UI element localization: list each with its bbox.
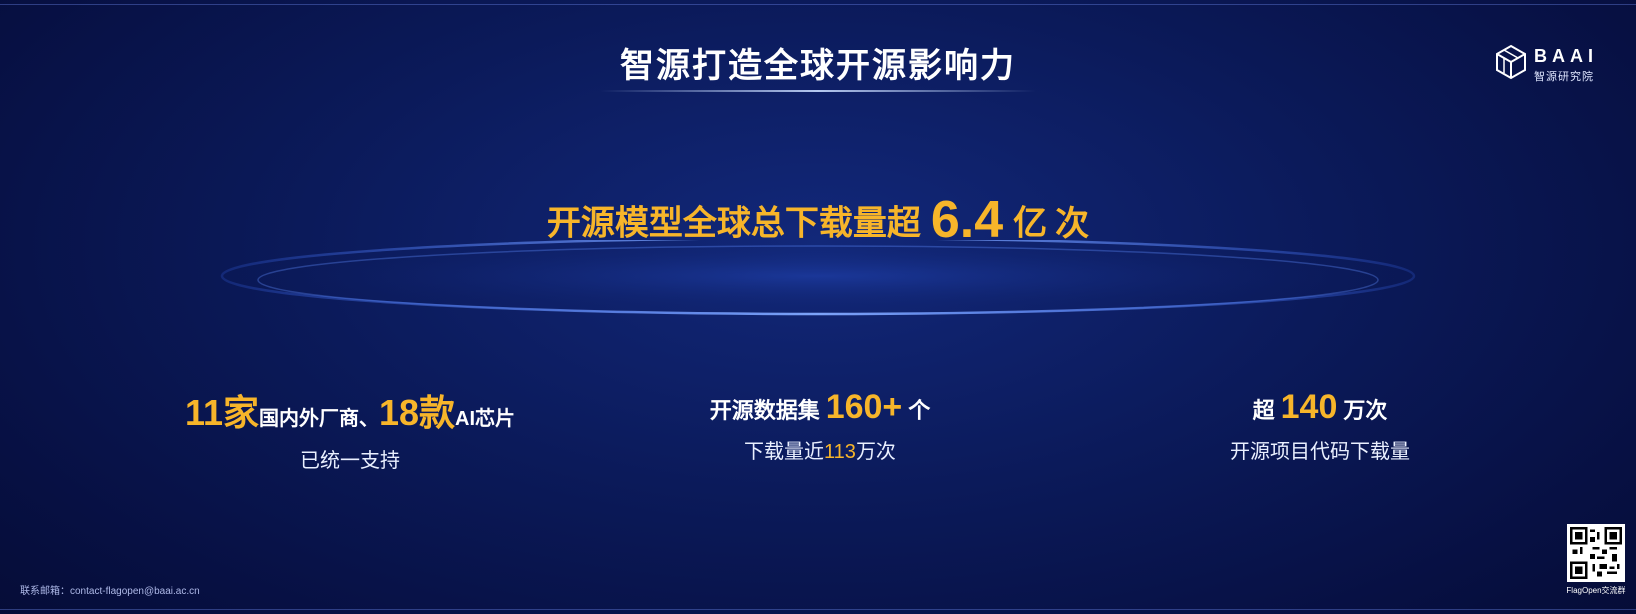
stat-chip-support-caption: 已统一支持 — [300, 450, 400, 472]
qr-code-icon — [1567, 524, 1625, 582]
stat-datasets-suffix: 个 — [908, 398, 931, 423]
stat-chip-support: 11家国内外厂商、18款AI芯片 已统一支持 — [80, 384, 620, 473]
stat-vendors-label: 国内外厂商、 — [259, 408, 379, 430]
stat-datasets-prefix: 开源数据集 — [709, 398, 820, 423]
glow-ring — [220, 240, 1416, 316]
headline: 开源模型全球总下载量超 6.4 亿次 — [0, 190, 1636, 250]
stat-chips-count: 18款 — [379, 392, 456, 433]
stat-code-downloads: 超 140 万次 开源项目代码下载量 — [1050, 388, 1590, 464]
headline-unit: 亿 — [1013, 204, 1048, 243]
stat-code-caption: 开源项目代码下载量 — [1230, 441, 1410, 463]
headline-suffix: 次 — [1055, 204, 1090, 243]
qr-code-block: FlagOpen交流群 — [1563, 524, 1629, 596]
stat-code-number: 140 — [1280, 388, 1338, 426]
stat-datasets-caption: 下载量近113万次 — [560, 435, 1080, 464]
qr-code-label: FlagOpen交流群 — [1566, 586, 1626, 595]
stat-vendors-count: 11家 — [184, 392, 259, 433]
contact-email: 联系邮箱：contact-flagopen@baai.ac.cn — [20, 586, 200, 597]
stat-datasets-caption-number: 113 — [824, 441, 856, 463]
top-border-line — [0, 4, 1636, 5]
title-underline — [600, 90, 1036, 92]
baai-cube-icon — [1496, 44, 1526, 80]
stat-datasets-caption-prefix: 下载量近 — [744, 441, 825, 463]
baai-logo: BAAI 智源研究院 — [1494, 44, 1614, 84]
stat-datasets-number: 160+ — [825, 388, 903, 426]
logo-text: BAAI — [1534, 46, 1598, 66]
stat-code-suffix: 万次 — [1343, 398, 1388, 423]
bottom-border-line — [0, 609, 1636, 610]
stat-datasets: 开源数据集 160+ 个 下载量近113万次 — [560, 388, 1080, 464]
slide-title: 智源打造全球开源影响力 — [620, 47, 1016, 85]
stat-chips-label: AI芯片 — [455, 408, 516, 430]
stat-code-prefix: 超 — [1252, 398, 1275, 423]
stat-datasets-caption-suffix: 万次 — [855, 441, 896, 463]
logo-subtitle: 智源研究院 — [1534, 71, 1594, 83]
headline-text: 开源模型全球总下载量超 — [546, 204, 921, 243]
